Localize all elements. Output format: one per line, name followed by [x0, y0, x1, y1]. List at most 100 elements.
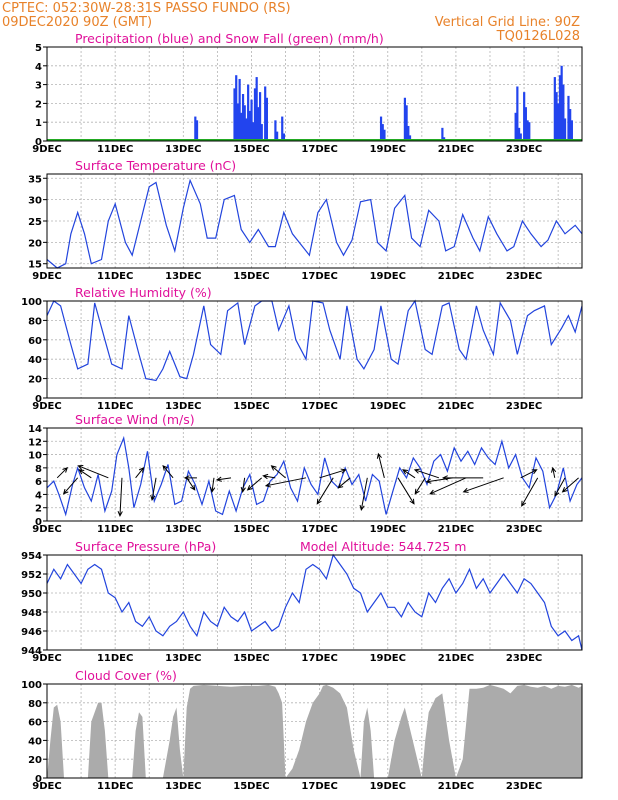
x-tick-label: 15DEC: [233, 524, 269, 535]
x-tick-label: 17DEC: [301, 144, 337, 155]
y-tick-label: 80: [28, 316, 42, 327]
x-tick-label: 9DEC: [32, 144, 61, 155]
precip-bar: [194, 116, 197, 141]
precip-bar: [257, 107, 260, 141]
precip-bar: [563, 118, 567, 141]
x-tick-label: 15DEC: [233, 653, 269, 664]
y-tick-label: 944: [21, 646, 42, 657]
wind-vector: [462, 477, 504, 493]
panel-frame: [46, 300, 583, 399]
x-tick-label: 9DEC: [32, 653, 61, 664]
y-tick-label: 60: [28, 718, 42, 729]
x-tick-label: 15DEC: [233, 781, 269, 792]
precip-bar: [195, 120, 199, 141]
precip-bar: [235, 75, 238, 141]
y-tick-label: 40: [28, 355, 42, 366]
y-tick-label: 946: [21, 627, 42, 638]
y-tick-label: 30: [28, 196, 42, 207]
wind-vector: [402, 469, 416, 479]
x-tick-label: 11DEC: [97, 144, 133, 155]
panel-frame: [46, 683, 583, 779]
wind-vector: [561, 477, 579, 493]
panel-frame: [46, 46, 583, 142]
wind-vector: [77, 464, 109, 479]
panel-title-cloud: Cloud Cover (%): [75, 668, 177, 683]
y-tick-label: 0: [35, 137, 42, 148]
y-tick-label: 4: [35, 490, 42, 501]
precip-bar: [519, 133, 522, 141]
x-tick-label: 23DEC: [506, 271, 542, 282]
x-tick-label: 21DEC: [438, 524, 474, 535]
precip-bar: [258, 92, 262, 141]
header-location: CPTEC: 052:30W-28:31S PASSO FUNDO (RS): [2, 1, 291, 16]
x-tick-label: 13DEC: [165, 524, 201, 535]
precip-bar: [281, 116, 284, 141]
y-tick-label: 100: [21, 680, 42, 691]
precip-bar: [260, 124, 263, 141]
y-tick-label: 10: [28, 451, 42, 462]
precip-bar: [560, 65, 563, 141]
panel-wind: Surface Wind (m/s) 0 2 4 6 8 10 12 14 9DEC 11DEC 13…: [28, 412, 583, 535]
wind-vector: [442, 475, 484, 481]
precip-bar: [238, 78, 241, 141]
wind-vector: [215, 476, 232, 482]
precip-bar: [383, 129, 386, 141]
precip-bar: [562, 84, 565, 141]
precip-bar: [265, 97, 268, 141]
x-tick-label: 15DEC: [233, 401, 269, 412]
header-model-id: TQ0126L028: [496, 29, 580, 44]
series-line-rh: [46, 299, 583, 382]
x-tick-label: 23DEC: [506, 653, 542, 664]
precip-bar: [245, 118, 248, 141]
wind-vector: [337, 477, 351, 489]
wind-vector: [551, 466, 557, 478]
wind-vector: [270, 465, 286, 479]
x-tick-label: 13DEC: [165, 401, 201, 412]
x-tick-label: 11DEC: [97, 524, 133, 535]
header-grid-line: Vertical Grid Line: 90Z: [435, 15, 580, 30]
x-tick-label: 9DEC: [32, 271, 61, 282]
y-tick-label: 6: [35, 477, 42, 488]
panel-cloud: Cloud Cover (%) 0 20 40 60 80 100 9DEC 11DEC 13DE…: [21, 668, 583, 792]
panel-title-temp: Surface Temperature (nC): [75, 158, 236, 173]
precip-bar: [274, 120, 277, 141]
x-tick-label: 21DEC: [438, 401, 474, 412]
panels: Precipitation (blue) and Snow Fall (gree…: [21, 31, 583, 792]
cloud-cover-area: [47, 684, 582, 778]
precip-bar: [558, 75, 562, 141]
x-tick-label: 19DEC: [370, 271, 406, 282]
x-tick-label: 17DEC: [301, 524, 337, 535]
x-tick-label: 9DEC: [32, 524, 61, 535]
panel-rh: Relative Humidity (%) 0 20 40 60 80 100 9DEC 11D…: [21, 285, 583, 412]
y-tick-label: 3: [35, 81, 42, 92]
y-tick-label: 60: [28, 336, 42, 347]
y-tick-label: 12: [28, 437, 42, 448]
y-tick-label: 100: [21, 297, 42, 308]
panel-precip: Precipitation (blue) and Snow Fall (gree…: [32, 31, 583, 155]
wind-vector: [162, 464, 174, 479]
wind-vector: [359, 477, 368, 511]
x-tick-label: 23DEC: [506, 781, 542, 792]
precip-bar: [233, 88, 236, 141]
panel-frame: [46, 173, 583, 269]
y-tick-label: 950: [21, 589, 42, 600]
wind-vector: [264, 477, 307, 488]
wind-vector: [262, 473, 276, 480]
wind-vector: [425, 477, 453, 484]
x-tick-label: 23DEC: [506, 401, 542, 412]
x-tick-label: 19DEC: [370, 524, 406, 535]
wind-vector: [240, 477, 246, 493]
panel-title-precip: Precipitation (blue) and Snow Fall (gree…: [75, 31, 384, 46]
precip-bar: [524, 107, 527, 141]
precip-bar: [523, 92, 526, 141]
y-tick-label: 20: [28, 755, 42, 766]
y-tick-label: 1: [35, 118, 42, 129]
precip-bar: [567, 95, 570, 141]
precip-bar: [405, 105, 408, 141]
precip-bar: [255, 77, 258, 141]
x-tick-label: 19DEC: [370, 781, 406, 792]
panel-title-pressure: Surface Pressure (hPa): [75, 539, 216, 554]
panel-frame: [46, 554, 583, 651]
precip-bar: [569, 109, 572, 141]
